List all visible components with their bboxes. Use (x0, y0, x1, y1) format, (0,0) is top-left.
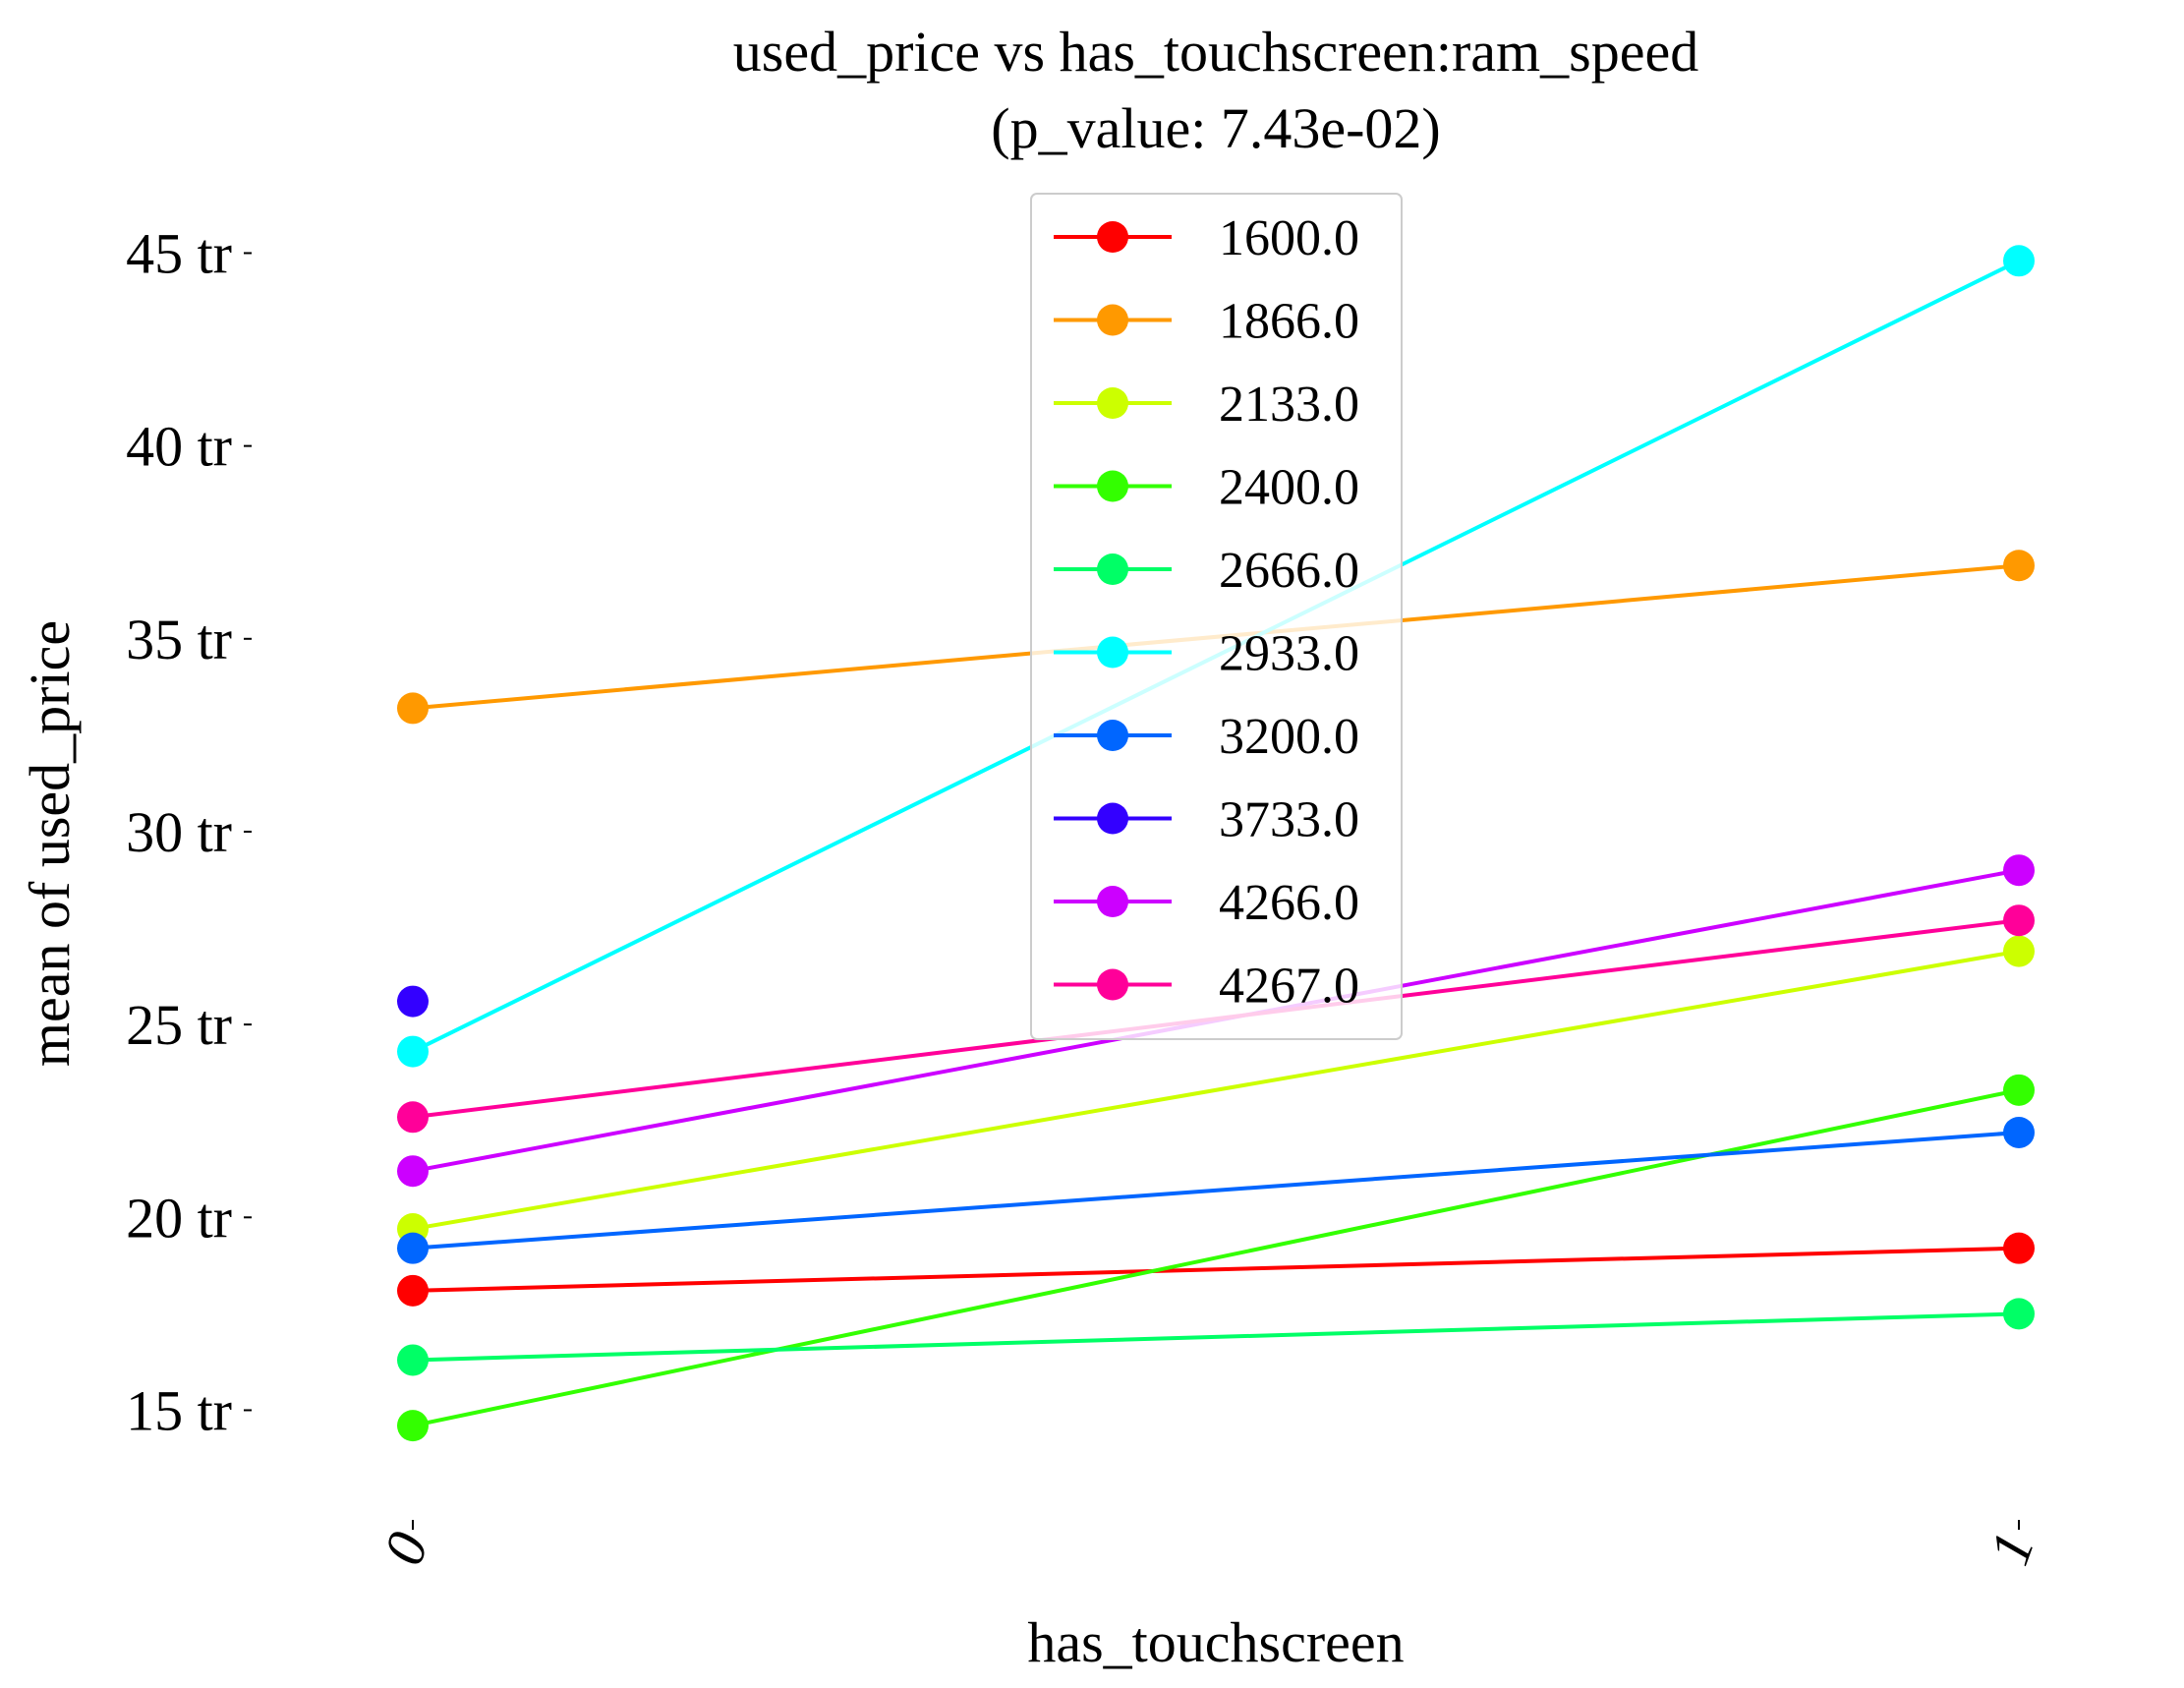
data-point (2003, 904, 2035, 937)
legend-label: 2666.0 (1219, 543, 1359, 599)
legend-label: 2133.0 (1219, 377, 1359, 433)
legend-marker (1097, 636, 1128, 669)
series-line (412, 1246, 2020, 1293)
data-point (397, 1035, 429, 1068)
x-tick-label: 0 (371, 1524, 440, 1572)
data-point (2003, 854, 2035, 887)
series-line (412, 1130, 2020, 1251)
data-point (397, 1101, 429, 1134)
y-tick-label: 35 tr (126, 608, 232, 671)
legend-marker (1097, 720, 1128, 751)
legend-item: 4267.0 (1054, 959, 1359, 1015)
legend-label: 2933.0 (1219, 626, 1359, 682)
data-point (397, 1410, 429, 1442)
legend-item: 1866.0 (1054, 294, 1359, 350)
legend-items: 1600.0 1866.0 2133.0 2400.0 2666.0 2933.0 3200… (1054, 210, 1359, 1015)
legend-item: 3733.0 (1054, 792, 1359, 848)
data-point (397, 692, 429, 725)
series-1600.0 (397, 1232, 2035, 1307)
legend-item: 2666.0 (1054, 543, 1359, 599)
legend-label: 1600.0 (1219, 210, 1359, 266)
legend-item: 3200.0 (1054, 709, 1359, 765)
legend-item: 4266.0 (1054, 875, 1359, 931)
series-line (412, 1311, 2020, 1363)
series-3733.0 (397, 985, 429, 1018)
legend-marker (1097, 802, 1128, 835)
x-axis-label: has_touchscreen (1027, 1610, 1404, 1674)
y-axis: 15 tr 20 tr 25 tr 30 tr 35 tr 40 tr 45 tr (126, 221, 252, 1442)
y-axis-label: mean of used_price (18, 620, 82, 1067)
y-tick-label: 30 tr (126, 800, 232, 864)
data-point (2003, 245, 2035, 277)
series-line (412, 1087, 2020, 1428)
y-tick-label: 45 tr (126, 221, 232, 285)
chart-title-line2: (p_value: 7.43e-02) (991, 96, 1440, 160)
series-2666.0 (397, 1298, 2035, 1376)
series-line (412, 949, 2020, 1232)
legend-marker (1097, 553, 1128, 585)
legend-label: 3733.0 (1219, 792, 1359, 848)
data-point (2003, 935, 2035, 967)
legend-marker (1097, 886, 1128, 917)
data-point (2003, 550, 2035, 582)
data-point (2003, 1232, 2035, 1264)
data-point (397, 1274, 429, 1307)
data-point (397, 985, 429, 1018)
legend-marker (1097, 470, 1128, 502)
data-point (397, 1232, 429, 1264)
legend: 1600.0 1866.0 2133.0 2400.0 2666.0 2933.0 3200… (1030, 193, 1403, 1040)
legend-marker (1097, 968, 1128, 1001)
data-point (397, 1155, 429, 1188)
y-tick-label: 20 tr (126, 1186, 232, 1250)
legend-label: 1866.0 (1219, 294, 1359, 350)
legend-item: 2933.0 (1054, 626, 1359, 682)
series-3200.0 (397, 1116, 2035, 1264)
y-tick-label: 25 tr (126, 993, 232, 1057)
data-point (2003, 1074, 2035, 1106)
legend-label: 3200.0 (1219, 709, 1359, 765)
data-point (2003, 1116, 2035, 1148)
data-point (2003, 1298, 2035, 1330)
series-2400.0 (397, 1074, 2035, 1442)
legend-item: 2400.0 (1054, 460, 1359, 516)
y-tick-label: 15 tr (126, 1378, 232, 1442)
legend-item: 2133.0 (1054, 377, 1359, 433)
y-tick-label: 40 tr (126, 415, 232, 479)
chart-title-line1: used_price vs has_touchscreen:ram_speed (733, 20, 1698, 84)
legend-label: 4266.0 (1219, 875, 1359, 931)
x-tick-label: 1 (1977, 1524, 2046, 1572)
legend-label: 4267.0 (1219, 959, 1359, 1015)
legend-marker (1097, 221, 1128, 253)
legend-marker (1097, 304, 1128, 336)
legend-marker (1097, 387, 1128, 419)
legend-item: 1600.0 (1054, 210, 1359, 266)
legend-label: 2400.0 (1219, 460, 1359, 516)
data-point (397, 1344, 429, 1376)
